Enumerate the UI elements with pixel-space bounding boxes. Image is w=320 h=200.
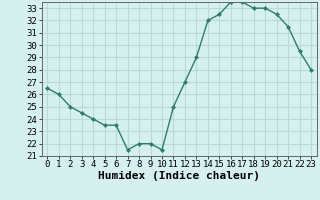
X-axis label: Humidex (Indice chaleur): Humidex (Indice chaleur) [98,171,260,181]
